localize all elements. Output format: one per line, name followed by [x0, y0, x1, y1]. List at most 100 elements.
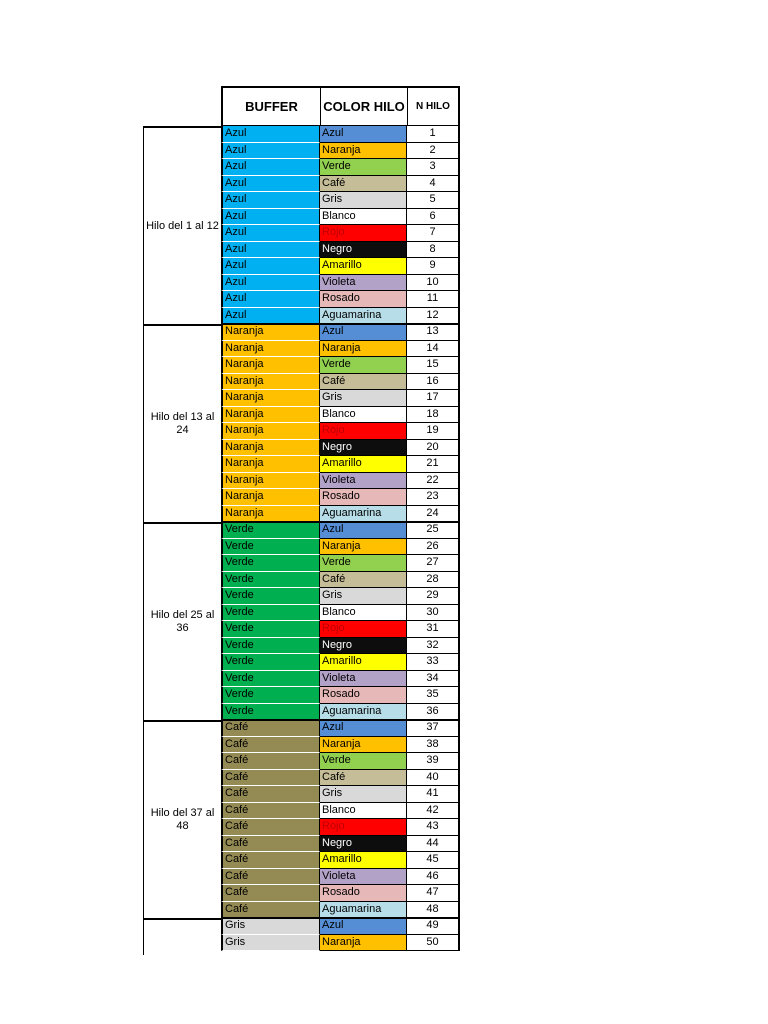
fiber-color-cell: Rosado [320, 291, 407, 308]
fiber-number-cell: 16 [407, 373, 460, 390]
fiber-number-cell: 45 [407, 852, 460, 869]
buffer-cell: Café [221, 786, 320, 803]
fiber-color-cell: Gris [320, 390, 407, 407]
fiber-color-cell: Rosado [320, 687, 407, 704]
fiber-number-cell: 49 [407, 918, 460, 935]
fiber-number-cell: 27 [407, 555, 460, 572]
fiber-number-cell: 34 [407, 670, 460, 687]
fiber-color-cell: Café [320, 175, 407, 192]
buffer-cell: Café [221, 753, 320, 770]
fiber-color-cell: Azul [320, 324, 407, 341]
fiber-color-cell: Gris [320, 786, 407, 803]
header-color-hilo: COLOR HILO [320, 86, 407, 126]
fiber-number-cell: 4 [407, 175, 460, 192]
buffer-cell: Café [221, 802, 320, 819]
buffer-cell: Café [221, 819, 320, 836]
buffer-cell: Gris [221, 918, 320, 935]
fiber-color-cell: Amarillo [320, 852, 407, 869]
fiber-number-cell: 46 [407, 868, 460, 885]
buffer-cell: Café [221, 901, 320, 918]
fiber-color-cell: Blanco [320, 802, 407, 819]
fiber-number-cell: 36 [407, 703, 460, 720]
fiber-color-cell: Violeta [320, 472, 407, 489]
fiber-color-cell: Aguamarina [320, 307, 407, 324]
fiber-number-cell: 21 [407, 456, 460, 473]
fiber-number-cell: 39 [407, 753, 460, 770]
group-label: Hilo del 13 al 24 [143, 324, 221, 522]
fiber-number-cell: 20 [407, 439, 460, 456]
fiber-number-cell: 8 [407, 241, 460, 258]
fiber-color-cell: Naranja [320, 934, 407, 951]
buffer-cell: Verde [221, 654, 320, 671]
fiber-number-cell: 12 [407, 307, 460, 324]
buffer-cell: Azul [221, 159, 320, 176]
header-n-hilo: N HILO [407, 86, 460, 126]
fiber-color-cell: Café [320, 769, 407, 786]
fiber-number-cell: 2 [407, 142, 460, 159]
buffer-cell: Verde [221, 621, 320, 638]
buffer-cell: Verde [221, 604, 320, 621]
fiber-number-cell: 15 [407, 357, 460, 374]
fiber-number-cell: 14 [407, 340, 460, 357]
fiber-number-cell: 3 [407, 159, 460, 176]
fiber-number-cell: 10 [407, 274, 460, 291]
fiber-color-cell: Verde [320, 159, 407, 176]
group-separator [221, 521, 460, 523]
group-label [143, 918, 221, 955]
buffer-cell: Verde [221, 687, 320, 704]
fiber-color-cell: Naranja [320, 538, 407, 555]
buffer-cell: Verde [221, 522, 320, 539]
buffer-cell: Azul [221, 274, 320, 291]
fiber-color-cell: Gris [320, 588, 407, 605]
buffer-cell: Naranja [221, 357, 320, 374]
buffer-cell: Verde [221, 588, 320, 605]
fiber-number-cell: 38 [407, 736, 460, 753]
fiber-color-cell: Negro [320, 637, 407, 654]
fiber-number-cell: 29 [407, 588, 460, 605]
buffer-cell: Verde [221, 538, 320, 555]
fiber-number-cell: 35 [407, 687, 460, 704]
buffer-cell: Azul [221, 258, 320, 275]
fiber-color-cell: Violeta [320, 868, 407, 885]
fiber-color-cell: Azul [320, 918, 407, 935]
fiber-number-cell: 40 [407, 769, 460, 786]
fiber-number-cell: 43 [407, 819, 460, 836]
fiber-color-cell: Naranja [320, 142, 407, 159]
fiber-number-cell: 26 [407, 538, 460, 555]
buffer-cell: Gris [221, 934, 320, 951]
fiber-number-cell: 13 [407, 324, 460, 341]
fiber-number-cell: 7 [407, 225, 460, 242]
fiber-color-cell: Rojo [320, 423, 407, 440]
buffer-cell: Café [221, 835, 320, 852]
fiber-number-cell: 42 [407, 802, 460, 819]
fiber-color-cell: Azul [320, 126, 407, 143]
fiber-color-cell: Aguamarina [320, 703, 407, 720]
fiber-number-cell: 5 [407, 192, 460, 209]
buffer-cell: Café [221, 885, 320, 902]
fiber-color-cell: Gris [320, 192, 407, 209]
fiber-color-cell: Naranja [320, 340, 407, 357]
fiber-number-cell: 48 [407, 901, 460, 918]
buffer-cell: Verde [221, 555, 320, 572]
buffer-cell: Naranja [221, 324, 320, 341]
fiber-number-cell: 1 [407, 126, 460, 143]
fiber-number-cell: 32 [407, 637, 460, 654]
fiber-color-cell: Amarillo [320, 654, 407, 671]
fiber-color-cell: Aguamarina [320, 505, 407, 522]
group-separator [221, 917, 460, 919]
buffer-cell: Café [221, 852, 320, 869]
buffer-cell: Azul [221, 175, 320, 192]
group-separator [221, 719, 460, 721]
buffer-cell: Azul [221, 126, 320, 143]
buffer-cell: Naranja [221, 439, 320, 456]
buffer-cell: Verde [221, 703, 320, 720]
fiber-color-cell: Rojo [320, 225, 407, 242]
buffer-cell: Azul [221, 307, 320, 324]
buffer-cell: Azul [221, 142, 320, 159]
buffer-cell: Café [221, 868, 320, 885]
buffer-cell: Naranja [221, 390, 320, 407]
fiber-number-cell: 22 [407, 472, 460, 489]
fiber-color-cell: Blanco [320, 208, 407, 225]
fiber-number-cell: 17 [407, 390, 460, 407]
